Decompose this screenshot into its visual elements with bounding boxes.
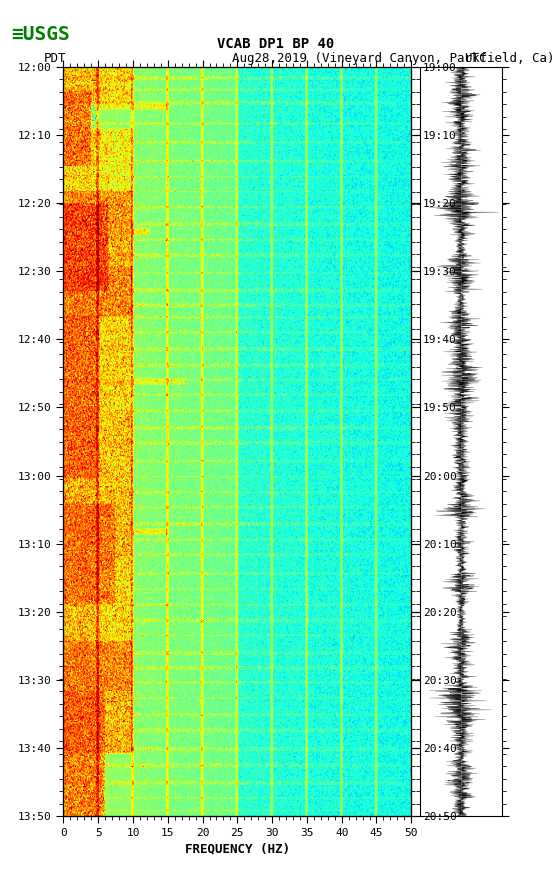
Text: Aug28,2019 (Vineyard Canyon, Parkfield, Ca): Aug28,2019 (Vineyard Canyon, Parkfield, … [232,52,552,65]
X-axis label: FREQUENCY (HZ): FREQUENCY (HZ) [185,842,290,855]
Text: PDT: PDT [44,52,67,65]
Text: UTC: UTC [464,52,486,65]
Text: ≡USGS: ≡USGS [11,25,70,44]
Text: VCAB DP1 BP 40: VCAB DP1 BP 40 [217,37,335,52]
